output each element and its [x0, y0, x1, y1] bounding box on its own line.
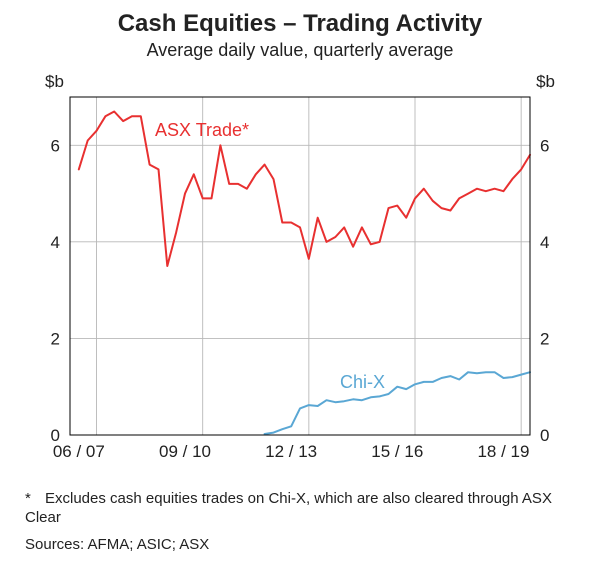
footnote: *Excludes cash equities trades on Chi-X,…	[25, 490, 575, 528]
svg-text:18 / 19: 18 / 19	[477, 442, 529, 461]
series-label-asx: ASX Trade*	[155, 120, 249, 141]
svg-text:6: 6	[540, 136, 549, 155]
svg-text:0: 0	[540, 426, 549, 445]
chart-title: Cash Equities – Trading Activity	[0, 0, 600, 38]
sources-line: Sources: AFMA; ASIC; ASX	[25, 536, 209, 553]
svg-text:2: 2	[51, 329, 60, 348]
svg-text:15 / 16: 15 / 16	[371, 442, 423, 461]
svg-text:6: 6	[51, 136, 60, 155]
line-chart: 0022446606 / 0709 / 1012 / 1315 / 1618 /…	[0, 85, 600, 465]
series-label-chix: Chi-X	[340, 372, 385, 393]
svg-text:06 / 07: 06 / 07	[53, 442, 105, 461]
chart-subtitle: Average daily value, quarterly average	[0, 40, 600, 61]
svg-text:09 / 10: 09 / 10	[159, 442, 211, 461]
svg-text:12 / 13: 12 / 13	[265, 442, 317, 461]
svg-text:2: 2	[540, 329, 549, 348]
svg-text:4: 4	[51, 233, 60, 252]
chart-container: Cash Equities – Trading Activity Average…	[0, 0, 600, 565]
svg-text:4: 4	[540, 233, 549, 252]
